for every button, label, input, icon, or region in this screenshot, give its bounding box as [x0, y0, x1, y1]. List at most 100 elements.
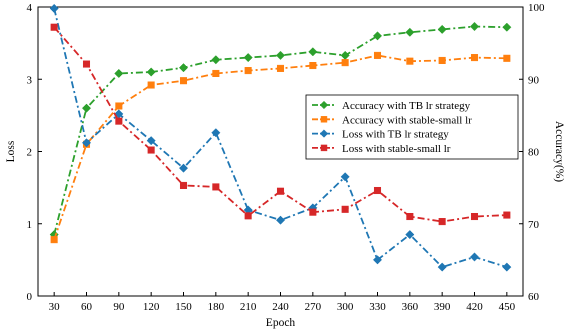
data-point — [82, 60, 91, 68]
data-point — [115, 117, 123, 125]
y-left-tick-label: 2 — [27, 147, 33, 159]
axis-ticks: 30 60 90 120 150 180 210 240 270 300 330 360 390 420 4… — [27, 2, 546, 313]
data-point — [211, 55, 221, 65]
data-point — [406, 212, 414, 221]
data-point — [212, 69, 220, 77]
legend-entry: Loss with TB lr strategy — [312, 129, 449, 141]
y-right-tick-label: 100 — [528, 2, 545, 14]
x-tick-label: 300 — [337, 301, 354, 313]
data-point — [275, 50, 286, 60]
x-tick-label: 120 — [143, 301, 160, 313]
data-point — [81, 138, 92, 148]
legend-box — [305, 94, 519, 160]
data-point — [340, 50, 350, 60]
data-point — [147, 146, 155, 154]
x-axis-title: Epoch — [266, 317, 296, 329]
legend-label: Accuracy with TB lr strategy — [342, 100, 471, 112]
x-tick-label: 180 — [208, 301, 225, 313]
x-tick-label: 450 — [499, 301, 516, 313]
data-point — [405, 27, 415, 37]
y-axis-right-title: Accuracy(%) — [553, 121, 565, 182]
y-right-tick-label: 70 — [528, 219, 540, 231]
data-point — [470, 212, 479, 221]
data-point — [211, 128, 221, 138]
x-tick-label: 30 — [49, 301, 61, 313]
data-point — [147, 81, 155, 89]
data-point — [469, 21, 480, 32]
data-point — [438, 218, 446, 226]
data-point — [275, 215, 286, 225]
data-point — [243, 53, 253, 63]
data-point — [146, 136, 156, 146]
legend-entry: Accuracy with stable-small lr — [312, 114, 472, 126]
data-point — [276, 187, 285, 195]
data-point — [178, 63, 189, 73]
y-right-tick-label: 90 — [528, 74, 540, 86]
x-tick-label: 360 — [402, 301, 419, 313]
x-tick-label: 390 — [434, 301, 451, 313]
legend-marker — [320, 144, 328, 152]
data-point — [437, 262, 447, 272]
legend-marker — [320, 116, 328, 123]
data-point — [178, 163, 189, 173]
data-point — [309, 208, 317, 216]
data-point — [437, 24, 447, 34]
legend-entry: Accuracy with TB lr strategy — [312, 100, 471, 112]
data-point — [308, 47, 318, 57]
data-point — [341, 205, 349, 213]
data-point — [341, 59, 349, 67]
data-point — [503, 211, 511, 219]
series-1 — [49, 21, 512, 240]
data-point — [372, 31, 383, 41]
x-tick-label: 330 — [369, 301, 386, 313]
data-point — [179, 181, 188, 189]
series-3 — [49, 3, 512, 272]
data-point — [469, 252, 480, 262]
y-right-tick-label: 60 — [528, 291, 540, 303]
y-axis-left-title: Loss — [5, 140, 17, 162]
data-point — [212, 183, 220, 191]
data-point — [50, 236, 58, 244]
data-point — [373, 51, 382, 59]
series-group — [49, 3, 512, 272]
data-point — [405, 230, 415, 240]
y-left-tick-label: 4 — [27, 2, 33, 14]
y-left-tick-label: 0 — [27, 291, 33, 303]
legend-marker — [319, 129, 329, 138]
data-point — [309, 61, 317, 70]
legend-marker — [319, 100, 329, 110]
data-point — [373, 186, 382, 195]
legend-entry: Loss with stable-small lr — [312, 143, 451, 155]
data-point — [179, 77, 188, 85]
data-point — [244, 212, 252, 220]
data-point — [502, 262, 512, 272]
x-tick-label: 90 — [113, 301, 125, 313]
data-point — [50, 23, 58, 31]
data-point — [372, 255, 383, 265]
x-tick-label: 420 — [466, 301, 483, 313]
x-tick-label: 270 — [305, 301, 322, 313]
data-point — [146, 67, 156, 77]
data-point — [244, 67, 252, 75]
data-point — [115, 102, 123, 110]
x-tick-label: 60 — [81, 301, 93, 313]
legend-label: Accuracy with stable-small lr — [342, 114, 472, 126]
data-point — [81, 103, 92, 113]
x-tick-label: 210 — [240, 301, 257, 313]
data-point — [470, 54, 479, 62]
data-point — [276, 64, 285, 72]
legend-label: Loss with TB lr strategy — [342, 129, 449, 141]
y-right-tick-label: 80 — [528, 147, 540, 159]
y-left-tick-label: 1 — [27, 219, 33, 231]
series-4 — [50, 23, 511, 226]
x-tick-label: 240 — [272, 301, 289, 313]
data-point — [340, 172, 350, 182]
legend: Accuracy with TB lr strategy Accuracy wit… — [305, 94, 519, 160]
legend-label: Loss with stable-small lr — [342, 143, 451, 155]
x-tick-label: 150 — [175, 301, 192, 313]
data-point — [114, 68, 124, 79]
data-point — [503, 54, 511, 62]
data-point — [406, 57, 414, 65]
y-left-tick-label: 3 — [27, 74, 33, 86]
